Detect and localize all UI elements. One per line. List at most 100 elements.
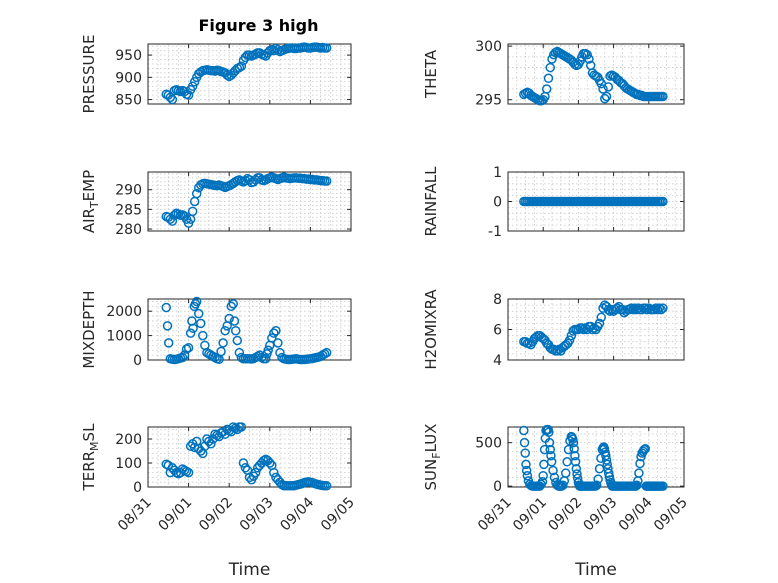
x-tick-label: 09/04 (616, 494, 656, 534)
data-point (598, 84, 608, 94)
data-point (206, 439, 216, 449)
data-point (271, 325, 281, 336)
panel-terr-msl: 0 100 200 08/31 09/01 09/02 09/03 09/04 09/05 Tim… (80, 422, 358, 580)
data-point (587, 324, 598, 335)
data-point (569, 443, 579, 454)
x-axis-label: Time (574, 560, 617, 580)
data-point (218, 338, 228, 348)
data-point (260, 354, 271, 364)
data-point (602, 459, 613, 470)
data-point (543, 73, 554, 84)
axes-frame (507, 298, 685, 361)
x-tick-label: 09/03 (237, 495, 277, 535)
y-axis-label: PRESSURE (80, 35, 98, 114)
x-tick-label: 09/02 (545, 495, 585, 535)
data-point (188, 323, 198, 334)
data-point (651, 303, 661, 313)
x-tick-label: 08/31 (115, 495, 155, 535)
data-point (220, 325, 230, 336)
y-tick-label: 4 (493, 353, 502, 369)
data-point (591, 480, 602, 491)
data-point (571, 463, 582, 474)
x-tick-label: 09/01 (510, 495, 550, 535)
data-point (593, 474, 603, 484)
data-point (228, 299, 239, 309)
panel-air-temp: 280 285 290 AIRTEMP (80, 170, 352, 238)
data-point (546, 457, 557, 467)
data-point (196, 318, 206, 329)
data-point (537, 477, 548, 487)
data-point (234, 62, 245, 73)
data-point (519, 437, 530, 448)
data-point (603, 468, 614, 478)
data-point (191, 188, 202, 199)
y-tick-label: 0 (493, 195, 502, 211)
x-tick-label: 09/02 (196, 495, 236, 535)
data-point (240, 463, 251, 473)
data-point (232, 335, 243, 346)
data-point (568, 434, 578, 444)
data-point (545, 444, 555, 455)
data-point (634, 468, 644, 478)
data-point (572, 469, 582, 479)
y-tick-label: 300 (475, 39, 502, 55)
data-point (658, 481, 668, 491)
data-point (652, 304, 663, 315)
data-point (522, 470, 533, 481)
data-point (544, 437, 555, 448)
data-point (187, 206, 198, 217)
data-point (658, 196, 668, 207)
panel-pressure: 850 900 950 PRESSURE Figure 3 high (80, 16, 352, 114)
data-point (599, 443, 610, 454)
y-axis-label: MIXDEPTH (80, 290, 98, 368)
y-tick-label: 1000 (106, 329, 142, 345)
axes-frame (147, 43, 352, 105)
data-point (183, 90, 194, 100)
x-tick-label: 09/03 (581, 495, 621, 535)
data-point (628, 304, 638, 315)
data-point (321, 347, 332, 358)
data-point (161, 302, 172, 313)
data-point (539, 459, 549, 470)
y-axis-label: RAINFALL (422, 166, 440, 237)
x-tick-label: 09/05 (318, 495, 358, 535)
axes-frame (147, 426, 352, 488)
data-point (520, 448, 530, 458)
data-point (632, 480, 642, 491)
data-point (544, 427, 554, 437)
data-point (568, 437, 579, 448)
data-point (640, 443, 651, 454)
axes-frame (507, 171, 685, 232)
data-point (189, 77, 200, 87)
data-point (229, 316, 240, 326)
y-tick-label: 500 (475, 436, 502, 452)
data-point (596, 312, 607, 323)
data-point (539, 444, 550, 455)
y-tick-label: 0 (493, 479, 502, 495)
y-tick-label: 295 (475, 93, 502, 109)
data-point (563, 444, 574, 455)
data-point (584, 54, 594, 64)
data-point (594, 318, 605, 329)
data-point (269, 328, 279, 338)
data-point (538, 470, 548, 481)
data-point (575, 56, 585, 66)
data-point (546, 450, 556, 461)
data-point (191, 296, 202, 307)
data-point (185, 441, 196, 451)
data-point (224, 313, 234, 324)
data-point (570, 450, 580, 461)
data-point (177, 352, 188, 363)
data-point (545, 62, 555, 73)
axes-frame (507, 43, 685, 105)
data-point (167, 94, 178, 105)
data-point (265, 458, 275, 468)
data-point (238, 458, 249, 468)
y-tick-label: 100 (115, 456, 142, 472)
data-point (649, 304, 659, 315)
data-point (635, 458, 645, 469)
y-axis-label: THETA (422, 49, 440, 99)
panel-rainfall: -1 0 1 RAINFALL (422, 165, 685, 240)
